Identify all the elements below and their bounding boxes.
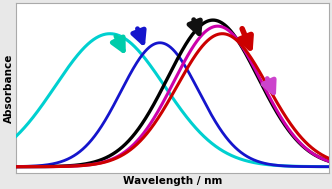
Y-axis label: Absorbance: Absorbance	[3, 53, 14, 123]
X-axis label: Wavelength / nm: Wavelength / nm	[123, 176, 222, 186]
